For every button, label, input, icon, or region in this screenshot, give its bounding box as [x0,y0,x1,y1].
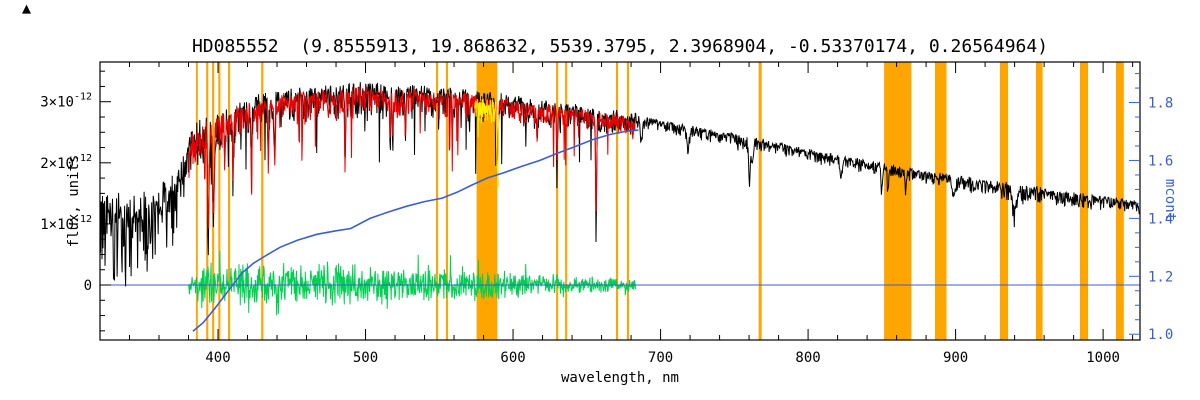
residuals-trace [188,251,636,316]
tick-label: 0 [84,278,92,294]
tick-label: 1.4 [1148,211,1173,227]
tick-label: 1.6 [1148,153,1173,169]
masked-region-band [195,62,198,340]
masked-region-band [1116,62,1124,340]
mcont-trace [192,129,639,332]
masked-region-band [758,62,762,340]
tick-label: 600 [500,350,525,366]
x-axis-label: wavelength, nm [560,370,679,386]
masked-region-band [476,62,498,340]
tick-label: 1.2 [1148,269,1173,285]
triangle-icon: ▲ [22,0,32,17]
y-axis-label-flux: flux, units [66,154,82,248]
masked-region-band [436,62,439,340]
masked-region-band [556,62,559,340]
masked-fit-trace [474,98,500,190]
masked-region-band [228,62,231,340]
tick-label: 3×10-12 [40,92,92,111]
x-axis-ticks [99,62,1134,340]
tick-label: 500 [353,350,378,366]
masked-region-band [884,62,912,340]
masked-region-band [445,62,448,340]
y-axis-label-mcont: mcont [1162,178,1178,222]
masked-region-band [565,62,568,340]
plot-frame [99,61,1141,341]
masked-region-band [616,62,619,340]
tick-label: 700 [648,350,673,366]
tick-label: 2×10-12 [40,153,92,172]
masked-region-band [626,62,629,340]
masked-region-band [261,62,264,340]
chart-title: HD085552 (9.8555913, 19.868632, 5539.379… [191,36,1049,57]
tick-label: 1×10-12 [40,214,92,233]
tick-label: 1.8 [1148,96,1173,112]
tick-label: 800 [795,350,820,366]
model-fit-trace [188,86,636,229]
masked-region-band [935,62,947,340]
tick-label: 1000 [1086,350,1120,366]
tick-label: 400 [205,350,230,366]
tick-label: 900 [943,350,968,366]
mcont-axis-ticks [1129,73,1140,335]
flux-axis-ticks [100,70,111,332]
tick-label: 1.0 [1148,327,1173,343]
masked-region-band [218,62,221,340]
masked-region-band [999,62,1008,340]
